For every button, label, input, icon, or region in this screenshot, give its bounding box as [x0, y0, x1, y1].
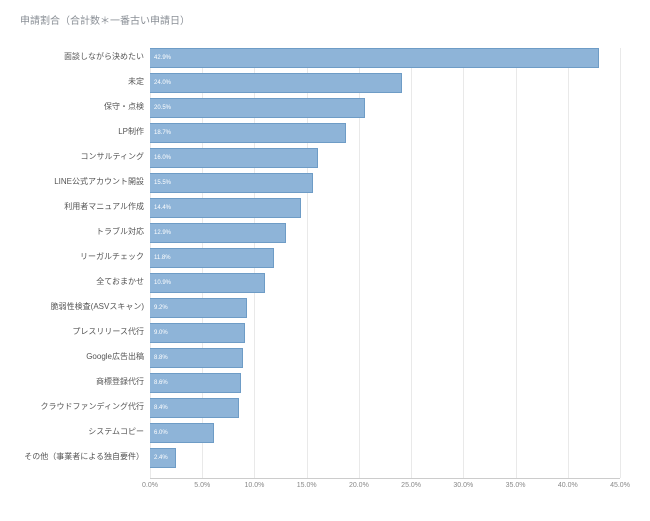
x-tick-label: 15.0% — [297, 478, 317, 489]
bar: 8.8% — [150, 348, 243, 368]
bar-row: Google広告出稿8.8% — [150, 348, 620, 366]
x-tick-label: 20.0% — [349, 478, 369, 489]
category-label: LP制作 — [118, 123, 150, 141]
bar-row: 商標登録代行8.6% — [150, 373, 620, 391]
bar: 16.0% — [150, 148, 318, 168]
bar-row: コンサルティング16.0% — [150, 148, 620, 166]
x-axis-line — [150, 478, 620, 479]
chart-title: 申請割合（合計数＊一番古い申請日） — [20, 12, 190, 27]
bar-row: クラウドファンディング代行8.4% — [150, 398, 620, 416]
bar: 12.9% — [150, 223, 286, 243]
value-label: 6.0% — [150, 430, 168, 436]
plot-area: 0.0%5.0%10.0%15.0%20.0%25.0%30.0%35.0%40… — [150, 48, 620, 478]
bar: 20.5% — [150, 98, 365, 118]
bar: 11.8% — [150, 248, 274, 268]
value-label: 11.8% — [150, 255, 171, 261]
category-label: プレスリリース代行 — [72, 323, 150, 341]
category-label: 面談しながら決めたい — [64, 48, 150, 66]
value-label: 9.0% — [150, 330, 168, 336]
bar-row: 利用者マニュアル作成14.4% — [150, 198, 620, 216]
value-label: 8.8% — [150, 355, 168, 361]
value-label: 9.2% — [150, 305, 168, 311]
category-label: クラウドファンディング代行 — [41, 398, 150, 416]
bar-row: 全ておまかせ10.9% — [150, 273, 620, 291]
bar: 10.9% — [150, 273, 265, 293]
bar: 15.5% — [150, 173, 313, 193]
bar-row: 面談しながら決めたい42.9% — [150, 48, 620, 66]
value-label: 18.7% — [150, 130, 171, 136]
bar: 42.9% — [150, 48, 599, 68]
bar: 6.0% — [150, 423, 214, 443]
bar: 8.6% — [150, 373, 241, 393]
bar-row: 保守・点検20.5% — [150, 98, 620, 116]
x-tick-label: 45.0% — [610, 478, 630, 489]
bar-row: LINE公式アカウント開設15.5% — [150, 173, 620, 191]
value-label: 14.4% — [150, 205, 171, 211]
bar-row: システムコピー6.0% — [150, 423, 620, 441]
bar: 18.7% — [150, 123, 346, 143]
bar: 9.2% — [150, 298, 247, 318]
bar: 8.4% — [150, 398, 239, 418]
bar: 14.4% — [150, 198, 301, 218]
bar-row: プレスリリース代行9.0% — [150, 323, 620, 341]
value-label: 24.0% — [150, 80, 171, 86]
bar: 24.0% — [150, 73, 402, 93]
x-tick-label: 35.0% — [506, 478, 526, 489]
category-label: 未定 — [128, 73, 150, 91]
bar: 9.0% — [150, 323, 245, 343]
category-label: リーガルチェック — [80, 248, 150, 266]
value-label: 42.9% — [150, 55, 171, 61]
chart-container: 申請割合（合計数＊一番古い申請日） 0.0%5.0%10.0%15.0%20.0… — [0, 0, 650, 521]
category-label: トラブル対応 — [96, 223, 150, 241]
value-label: 16.0% — [150, 155, 171, 161]
value-label: 2.4% — [150, 455, 168, 461]
category-label: 保守・点検 — [104, 98, 150, 116]
category-label: システムコピー — [88, 423, 150, 441]
x-tick-label: 0.0% — [142, 478, 158, 489]
x-tick-label: 25.0% — [401, 478, 421, 489]
bar-row: 未定24.0% — [150, 73, 620, 91]
value-label: 8.6% — [150, 380, 168, 386]
value-label: 8.4% — [150, 405, 168, 411]
category-label: 脆弱性検査(ASVスキャン) — [51, 298, 150, 316]
x-tick-label: 5.0% — [194, 478, 210, 489]
value-label: 10.9% — [150, 280, 171, 286]
category-label: 利用者マニュアル作成 — [64, 198, 150, 216]
category-label: LINE公式アカウント開設 — [54, 173, 150, 191]
bar-row: リーガルチェック11.8% — [150, 248, 620, 266]
bar-row: その他（事業者による独自要件）2.4% — [150, 448, 620, 466]
value-label: 12.9% — [150, 230, 171, 236]
x-tick-label: 10.0% — [245, 478, 265, 489]
value-label: 20.5% — [150, 105, 171, 111]
category-label: コンサルティング — [80, 148, 150, 166]
bar-row: 脆弱性検査(ASVスキャン)9.2% — [150, 298, 620, 316]
x-tick-label: 30.0% — [453, 478, 473, 489]
gridline — [620, 48, 621, 478]
category-label: Google広告出稿 — [86, 348, 150, 366]
value-label: 15.5% — [150, 180, 171, 186]
category-label: その他（事業者による独自要件） — [24, 448, 150, 466]
category-label: 全ておまかせ — [96, 273, 150, 291]
x-tick-label: 40.0% — [558, 478, 578, 489]
bar: 2.4% — [150, 448, 176, 468]
bar-row: LP制作18.7% — [150, 123, 620, 141]
bar-row: トラブル対応12.9% — [150, 223, 620, 241]
category-label: 商標登録代行 — [96, 373, 150, 391]
